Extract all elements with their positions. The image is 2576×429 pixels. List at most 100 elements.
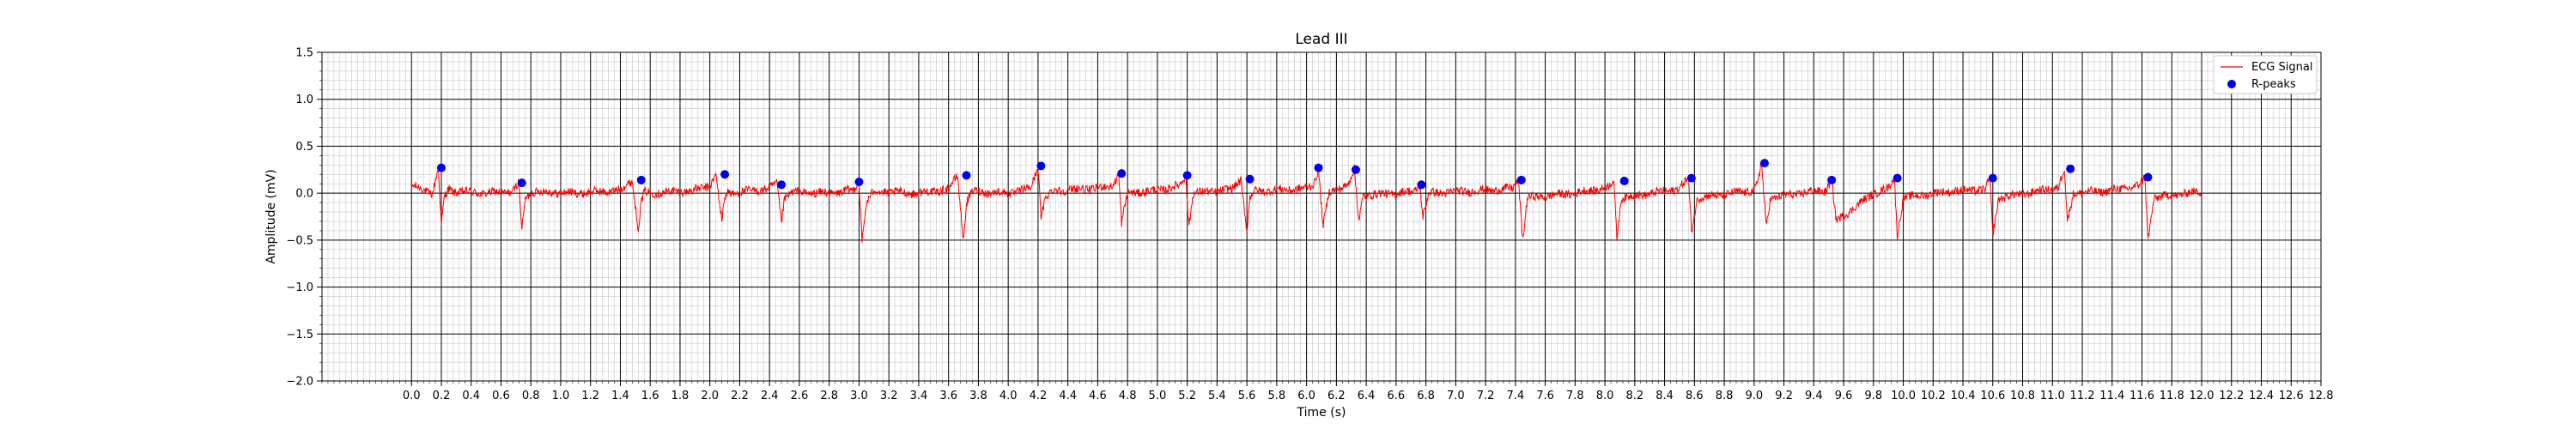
x-tick-label: 5.0 bbox=[1149, 390, 1167, 402]
x-tick-label: 7.8 bbox=[1566, 390, 1584, 402]
x-tick-label: 0.8 bbox=[522, 390, 540, 402]
y-tick-label: −1.5 bbox=[286, 329, 313, 341]
x-tick-label: 8.8 bbox=[1716, 390, 1734, 402]
x-tick-label: 2.8 bbox=[820, 390, 838, 402]
x-tick-label: 2.6 bbox=[791, 390, 809, 402]
r-peak-point bbox=[1827, 175, 1837, 184]
x-tick-label: 7.0 bbox=[1447, 390, 1465, 402]
legend-box bbox=[2213, 55, 2318, 94]
r-peak-point bbox=[1314, 163, 1323, 172]
plot-frame bbox=[321, 51, 2322, 382]
x-tick-label: 12.0 bbox=[2190, 390, 2215, 402]
r-peak-point bbox=[1036, 161, 1046, 171]
y-tick-label: −0.5 bbox=[286, 234, 313, 247]
x-tick-label: 8.6 bbox=[1686, 390, 1704, 402]
x-tick-label: 1.8 bbox=[671, 390, 690, 402]
x-tick-label: 1.2 bbox=[581, 390, 599, 402]
x-tick-label: 1.4 bbox=[611, 390, 629, 402]
x-tick-label: 10.8 bbox=[2010, 390, 2035, 402]
x-tick-label: 9.8 bbox=[1864, 390, 1882, 402]
x-tick-label: 10.2 bbox=[1921, 390, 1946, 402]
ecg-signal-line bbox=[410, 161, 2202, 244]
x-tick-label: 7.4 bbox=[1507, 390, 1525, 402]
x-tick-label: 8.2 bbox=[1625, 390, 1643, 402]
x-tick-label: 9.2 bbox=[1775, 390, 1793, 402]
r-peak-point bbox=[1182, 171, 1192, 180]
x-axis-title: Time (s) bbox=[1297, 406, 1346, 420]
major-grid bbox=[322, 51, 2322, 382]
x-tick-label: 9.0 bbox=[1745, 390, 1763, 402]
x-tick-label: 10.0 bbox=[1891, 390, 1916, 402]
legend-ecg-label: ECG Signal bbox=[2251, 61, 2312, 74]
x-tick-label: 0.0 bbox=[403, 390, 421, 402]
x-tick-label: 5.6 bbox=[1238, 390, 1256, 402]
x-tick-label: 4.0 bbox=[999, 390, 1018, 402]
x-tick-label: 1.6 bbox=[641, 390, 659, 402]
r-peak-point bbox=[1893, 173, 1902, 183]
x-tick-label: 10.4 bbox=[1951, 390, 1976, 402]
x-tick-label: 3.0 bbox=[850, 390, 868, 402]
r-peak-point bbox=[1245, 174, 1255, 184]
x-tick-label: 0.6 bbox=[492, 390, 510, 402]
y-axis-title: Amplitude (mV) bbox=[264, 169, 278, 263]
x-tick-label: 6.0 bbox=[1297, 390, 1315, 402]
x-tick-label: 12.4 bbox=[2249, 390, 2274, 402]
x-tick-label: 0.2 bbox=[433, 390, 451, 402]
legend: ECG Signal R-peaks bbox=[2213, 55, 2318, 94]
x-tick-label: 3.8 bbox=[969, 390, 987, 402]
y-tick-label: 0.0 bbox=[295, 188, 313, 201]
x-tick-label: 8.4 bbox=[1656, 390, 1674, 402]
x-tick-label: 4.8 bbox=[1119, 390, 1137, 402]
r-peak-point bbox=[1351, 165, 1360, 174]
r-peak-point bbox=[1516, 175, 1526, 184]
x-tick-label: 5.2 bbox=[1178, 390, 1196, 402]
x-tick-label: 2.4 bbox=[761, 390, 779, 402]
x-tick-label: 5.8 bbox=[1268, 390, 1286, 402]
x-tick-label: 6.2 bbox=[1327, 390, 1346, 402]
r-peak-point bbox=[436, 163, 446, 172]
x-tick-label: 11.0 bbox=[2040, 390, 2065, 402]
r-peak-point bbox=[636, 175, 646, 184]
x-tick-label: 12.8 bbox=[2309, 390, 2334, 402]
y-tick-label: 0.5 bbox=[295, 141, 313, 154]
x-tick-label: 6.8 bbox=[1417, 390, 1435, 402]
legend-rpeaks-swatch bbox=[2227, 80, 2236, 88]
x-tick-label: 4.6 bbox=[1089, 390, 1107, 402]
x-tick-label: 2.2 bbox=[731, 390, 749, 402]
x-tick-label: 4.2 bbox=[1030, 390, 1048, 402]
x-tick-label: 10.6 bbox=[1980, 390, 2005, 402]
r-peak-point bbox=[1686, 173, 1696, 183]
r-peak-point bbox=[2143, 172, 2153, 182]
x-tick-label: 7.6 bbox=[1536, 390, 1554, 402]
x-tick-label: 8.0 bbox=[1596, 390, 1614, 402]
x-tick-label: 7.2 bbox=[1477, 390, 1495, 402]
x-tick-label: 2.0 bbox=[701, 390, 719, 402]
y-tick-label: 1.5 bbox=[295, 47, 313, 60]
r-peak-point bbox=[962, 171, 971, 180]
r-peak-point bbox=[720, 170, 730, 179]
x-tick-label: 11.2 bbox=[2070, 390, 2095, 402]
x-tick-label: 12.6 bbox=[2279, 390, 2304, 402]
x-tick-label: 11.6 bbox=[2129, 390, 2154, 402]
y-tick-label: 1.0 bbox=[295, 94, 313, 106]
x-tick-label: 3.4 bbox=[910, 390, 928, 402]
r-peak-point bbox=[1988, 173, 1997, 183]
plot-series bbox=[410, 159, 2202, 244]
r-peak-point bbox=[777, 180, 787, 190]
r-peak-point bbox=[1117, 169, 1127, 178]
x-tick-label: 6.4 bbox=[1358, 390, 1376, 402]
legend-rpeaks-label: R-peaks bbox=[2251, 78, 2296, 91]
x-tick-label: 3.6 bbox=[939, 390, 957, 402]
y-tick-label: −2.0 bbox=[286, 376, 313, 389]
x-tick-label: 4.4 bbox=[1059, 390, 1077, 402]
x-tick-label: 9.6 bbox=[1835, 390, 1853, 402]
x-tick-label: 12.2 bbox=[2219, 390, 2244, 402]
r-peak-point bbox=[1417, 180, 1426, 190]
r-peak-point bbox=[1619, 176, 1629, 185]
x-axis: 0.0 0.2 0.4 0.6 0.8 1.0 1.2 1.4 1.6 1.8 2.0 2.2 2.4 2… bbox=[321, 381, 2334, 402]
r-peak-point bbox=[517, 178, 526, 188]
chart-title: Lead III bbox=[1295, 31, 1347, 48]
x-tick-label: 3.2 bbox=[880, 390, 898, 402]
x-tick-label: 9.4 bbox=[1805, 390, 1823, 402]
